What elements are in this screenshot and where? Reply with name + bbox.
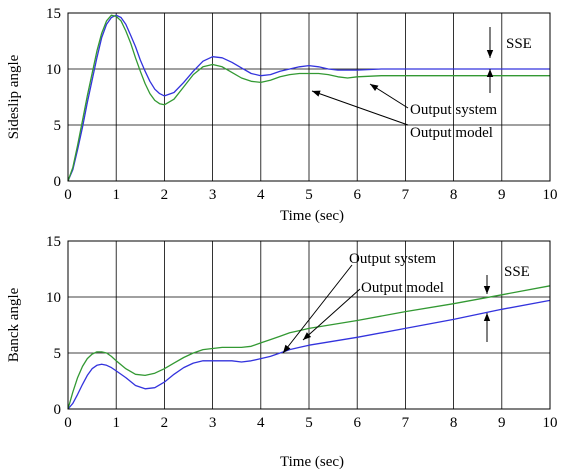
sse-label: SSE [506,36,532,52]
y-tick-label: 0 [54,174,62,190]
y-tick-label: 15 [46,234,61,250]
y-tick-label: 5 [54,346,62,362]
sse-arrow-bottom [486,69,494,93]
x-tick-label: 10 [543,415,558,431]
x-axis-label: Time (sec) [280,454,344,470]
x-tick-label: 0 [64,187,72,203]
y-tick-label: 15 [46,6,61,22]
x-tick-label: 2 [161,415,169,431]
arrow-output-system-shaft [282,264,353,354]
sse-arrow-bottom-head [486,69,494,77]
x-tick-label: 6 [353,415,361,431]
x-axis-label: Time (sec) [280,208,344,224]
label-output-model: Output model [361,280,444,296]
x-tick-label: 3 [209,187,217,203]
sideslip-chart: 0 1 2 3 4 5 6 7 8 9 10 0 5 10 15 Time (sec) Sideslip ang… [6,6,558,224]
sse-arrow-top-head [486,50,494,58]
plot-frame [67,240,551,410]
x-tick-label: 6 [353,187,361,203]
x-tick-label: 10 [543,187,558,203]
y-axis-label: Banck angle [6,287,22,362]
arrow-output-model [302,288,361,341]
arrow-output-model-shaft [302,288,361,341]
x-tick-label: 1 [112,187,120,203]
sse-arrow-bottom-head [483,313,491,321]
sse-arrow-bottom [483,313,491,342]
arrow-output-model-head [303,332,312,340]
x-tick-label: 5 [305,415,313,431]
x-tick-label: 1 [112,415,120,431]
y-tick-label: 10 [46,62,61,78]
sse-arrow-top [486,27,494,58]
arrow-output-system [369,83,409,109]
x-tick-label: 8 [450,187,458,203]
label-output-system: Output system [349,251,436,267]
arrow-output-model [311,90,409,126]
y-tick-label: 10 [46,290,61,306]
plot-frame [67,12,551,182]
x-tick-label: 8 [450,415,458,431]
sse-arrow-top [483,275,491,294]
arrow-output-system-head [283,344,291,353]
x-tick-label: 4 [257,415,265,431]
arrow-output-system [282,264,353,354]
series-line-system [67,299,551,410]
arrow-output-system-head [370,84,379,91]
x-tick-label: 4 [257,187,265,203]
sse-label: SSE [504,264,530,280]
x-tick-label: 2 [161,187,169,203]
y-axis-label: Sideslip angle [6,54,22,139]
arrow-output-model-head [312,90,321,97]
label-output-model: Output model [410,125,493,141]
y-tick-label: 5 [54,118,62,134]
x-tick-label: 0 [64,415,72,431]
series-line-model [67,14,550,182]
x-tick-label: 3 [209,415,217,431]
x-tick-label: 5 [305,187,313,203]
sse-arrow-top-head [483,286,491,294]
y-tick-label: 0 [54,402,62,418]
x-tick-label: 9 [498,187,506,203]
label-output-system: Output system [410,102,497,118]
x-tick-label: 9 [498,415,506,431]
series-line-system [67,14,550,182]
bank-chart: 0 1 2 3 4 5 6 7 8 9 10 0 5 10 15 Time (sec) Banck angle S… [6,234,558,470]
arrow-output-model-shaft [311,90,409,126]
x-tick-label: 7 [402,415,410,431]
x-tick-label: 7 [402,187,410,203]
